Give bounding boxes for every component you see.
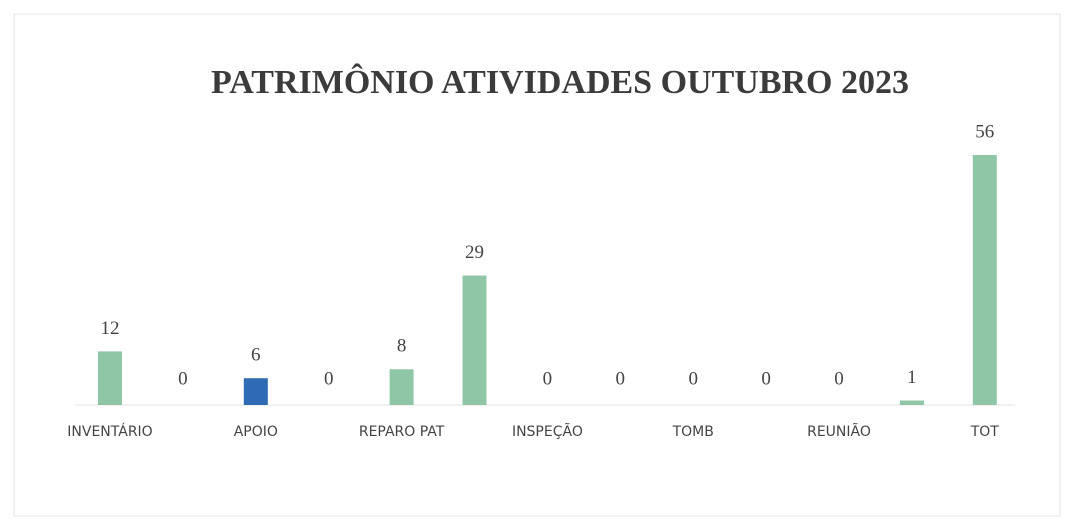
bar (972, 155, 997, 405)
data-label: 29 (465, 242, 484, 263)
data-label: 56 (975, 121, 994, 142)
data-label: 0 (178, 368, 188, 389)
data-label: 0 (324, 368, 334, 389)
data-label: 12 (101, 318, 120, 339)
bar (899, 400, 924, 405)
bar (389, 369, 414, 405)
data-label: 0 (761, 368, 771, 389)
bar (98, 351, 122, 405)
chart-frame (13, 13, 1061, 517)
bar (243, 378, 268, 405)
x-tick-label: INSPEÇÃO (512, 423, 583, 440)
x-tick-label: TOMB (672, 424, 714, 440)
chart-title: PATRIMÔNIO ATIVIDADES OUTUBRO 2023 (211, 63, 909, 101)
data-label: 0 (543, 368, 553, 389)
x-tick-label: REUNIÃO (807, 423, 871, 440)
data-label: 1 (907, 367, 917, 388)
x-tick-label: APOIO (234, 424, 278, 440)
x-tick-label: INVENTÁRIO (67, 423, 152, 440)
data-label: 8 (397, 336, 407, 357)
bar (462, 275, 487, 405)
x-tick-label: TOT (970, 424, 1000, 440)
data-label: 6 (251, 345, 261, 366)
data-label: 0 (688, 368, 698, 389)
data-label: 0 (616, 368, 626, 389)
data-label: 0 (834, 368, 844, 389)
x-tick-label: REPARO PAT (359, 424, 445, 440)
